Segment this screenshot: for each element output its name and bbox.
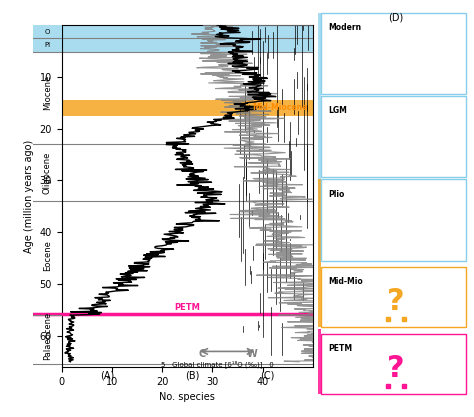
Polygon shape (318, 13, 321, 261)
Text: (C): (C) (260, 371, 275, 381)
Text: PETM: PETM (328, 344, 353, 353)
Y-axis label: Age (million years ago): Age (million years ago) (24, 139, 34, 253)
Text: Mid-Mio: Mid-Mio (328, 277, 363, 286)
X-axis label: No. species: No. species (159, 392, 215, 402)
Text: 5   Global climate [δ¹⁸O (‰)]   0: 5 Global climate [δ¹⁸O (‰)] 0 (161, 360, 274, 368)
Text: Mid-Miocene: Mid-Miocene (253, 103, 308, 113)
FancyBboxPatch shape (321, 267, 466, 327)
FancyBboxPatch shape (321, 179, 466, 261)
Text: Palaeocene: Palaeocene (43, 312, 52, 360)
Text: (D): (D) (388, 13, 403, 23)
Polygon shape (318, 329, 321, 394)
Text: O: O (45, 29, 50, 35)
Text: ?: ? (387, 354, 405, 382)
Text: Modern: Modern (328, 23, 362, 32)
Text: Oligocene: Oligocene (43, 151, 52, 193)
Bar (62, 25, 313, 53)
Text: LGM: LGM (328, 106, 347, 116)
Text: C: C (199, 349, 206, 359)
Text: (B): (B) (185, 371, 200, 381)
FancyBboxPatch shape (321, 334, 466, 394)
Text: W: W (247, 349, 258, 359)
Bar (62, 100, 313, 116)
Text: Miocene: Miocene (43, 75, 52, 110)
Bar (33, 25, 62, 53)
Text: Plio: Plio (328, 190, 345, 199)
Text: (A): (A) (100, 371, 114, 381)
FancyBboxPatch shape (321, 13, 466, 94)
Text: Eocene: Eocene (43, 240, 52, 271)
Text: PETM: PETM (174, 302, 200, 311)
Polygon shape (318, 179, 321, 327)
Text: ?: ? (387, 287, 405, 316)
Text: Pl: Pl (45, 43, 50, 48)
FancyBboxPatch shape (321, 96, 466, 177)
